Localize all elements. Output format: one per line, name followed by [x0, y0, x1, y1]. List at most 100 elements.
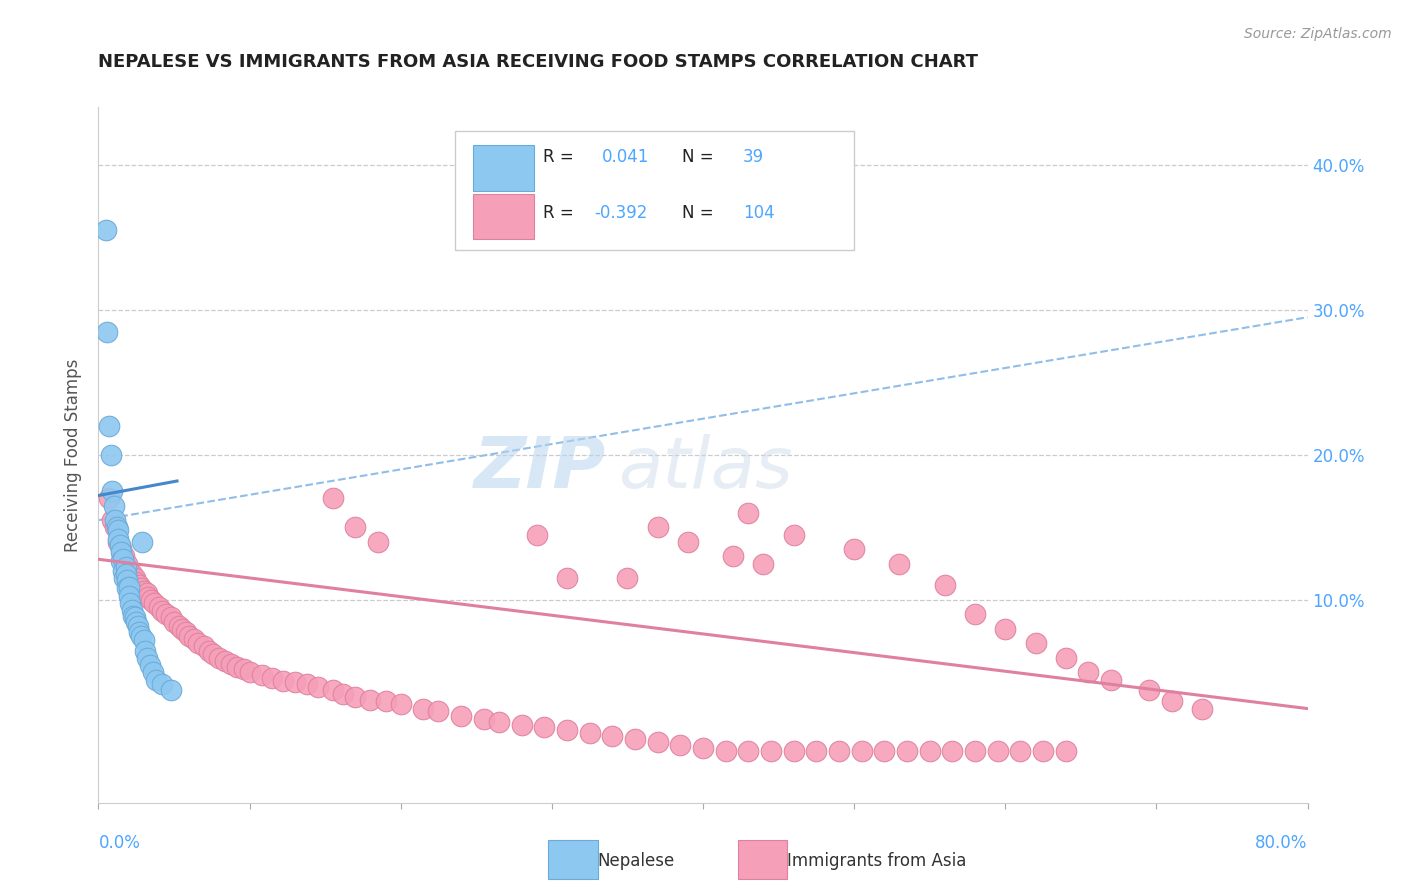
Point	[179, 629, 201, 643]
Point	[160, 682, 183, 697]
Text: NEPALESE VS IMMIGRANTS FROM ASIA RECEIVING FOOD STAMPS CORRELATION CHART: NEPALESE VS IMMIGRANTS FROM ASIA RECEIVI…	[98, 54, 979, 71]
Point	[1137, 682, 1160, 697]
Point	[110, 542, 132, 557]
Point	[360, 693, 382, 707]
FancyBboxPatch shape	[456, 131, 855, 250]
Point	[111, 564, 134, 578]
FancyBboxPatch shape	[474, 145, 534, 191]
Point	[616, 571, 638, 585]
Point	[737, 506, 759, 520]
Point	[187, 636, 209, 650]
Point	[105, 520, 128, 534]
Point	[115, 582, 138, 596]
Point	[101, 484, 124, 499]
Point	[107, 523, 129, 537]
Point	[918, 744, 941, 758]
Point	[723, 549, 745, 564]
Point	[1160, 694, 1182, 708]
Point	[692, 740, 714, 755]
Point	[232, 662, 254, 676]
Point	[1024, 636, 1046, 650]
Point	[965, 607, 987, 622]
Point	[107, 532, 129, 546]
Point	[148, 600, 170, 615]
Point	[118, 564, 141, 578]
Point	[965, 744, 987, 758]
Point	[873, 744, 896, 758]
Point	[120, 596, 142, 610]
Text: R =: R =	[543, 148, 579, 166]
Point	[110, 545, 132, 559]
Point	[108, 538, 131, 552]
Point	[676, 534, 699, 549]
Point	[987, 744, 1010, 758]
Point	[844, 542, 866, 557]
Text: Immigrants from Asia: Immigrants from Asia	[787, 852, 967, 870]
Point	[1054, 744, 1077, 758]
Point	[221, 657, 243, 671]
Point	[135, 585, 157, 599]
Point	[488, 714, 510, 729]
Point	[208, 651, 231, 665]
Text: 0.0%: 0.0%	[98, 834, 141, 852]
Point	[170, 622, 193, 636]
Point	[737, 744, 759, 758]
Point	[578, 726, 600, 740]
Point	[150, 605, 173, 619]
Point	[127, 619, 149, 633]
Point	[389, 698, 412, 712]
Point	[135, 651, 157, 665]
Point	[202, 647, 225, 661]
Point	[145, 673, 167, 687]
Point	[104, 513, 127, 527]
Point	[124, 610, 146, 624]
Point	[934, 578, 956, 592]
Point	[115, 573, 138, 587]
Point	[110, 554, 132, 568]
Point	[752, 557, 775, 571]
Point	[332, 687, 354, 701]
Point	[136, 590, 159, 604]
FancyBboxPatch shape	[474, 194, 534, 239]
Point	[150, 677, 173, 691]
Point	[941, 744, 963, 758]
Point	[374, 694, 396, 708]
Point	[112, 549, 135, 564]
Point	[132, 584, 155, 599]
Point	[1032, 744, 1054, 758]
Point	[122, 608, 145, 623]
Text: ZIP: ZIP	[474, 434, 606, 503]
Point	[115, 557, 138, 571]
Point	[533, 721, 555, 735]
Point	[851, 744, 873, 758]
Point	[262, 671, 284, 685]
Point	[118, 589, 141, 603]
Point	[427, 705, 450, 719]
Point	[155, 607, 177, 622]
Point	[307, 680, 329, 694]
Point	[193, 639, 215, 653]
Text: Nepalese: Nepalese	[598, 852, 675, 870]
Text: atlas: atlas	[619, 434, 793, 503]
Point	[143, 596, 166, 610]
Point	[367, 534, 389, 549]
Text: N =: N =	[682, 203, 720, 222]
Point	[472, 712, 495, 726]
Point	[141, 592, 163, 607]
Point	[98, 419, 121, 434]
Point	[121, 603, 143, 617]
Point	[131, 534, 153, 549]
Point	[160, 610, 183, 624]
Point	[100, 448, 122, 462]
Text: R =: R =	[543, 203, 579, 222]
Point	[1010, 744, 1032, 758]
Point	[129, 629, 152, 643]
Text: 80.0%: 80.0%	[1256, 834, 1308, 852]
Point	[783, 527, 806, 541]
Point	[134, 643, 156, 657]
Point	[344, 520, 367, 534]
Point	[1191, 701, 1213, 715]
Point	[783, 744, 806, 758]
Point	[1099, 673, 1122, 687]
Point	[96, 325, 118, 339]
